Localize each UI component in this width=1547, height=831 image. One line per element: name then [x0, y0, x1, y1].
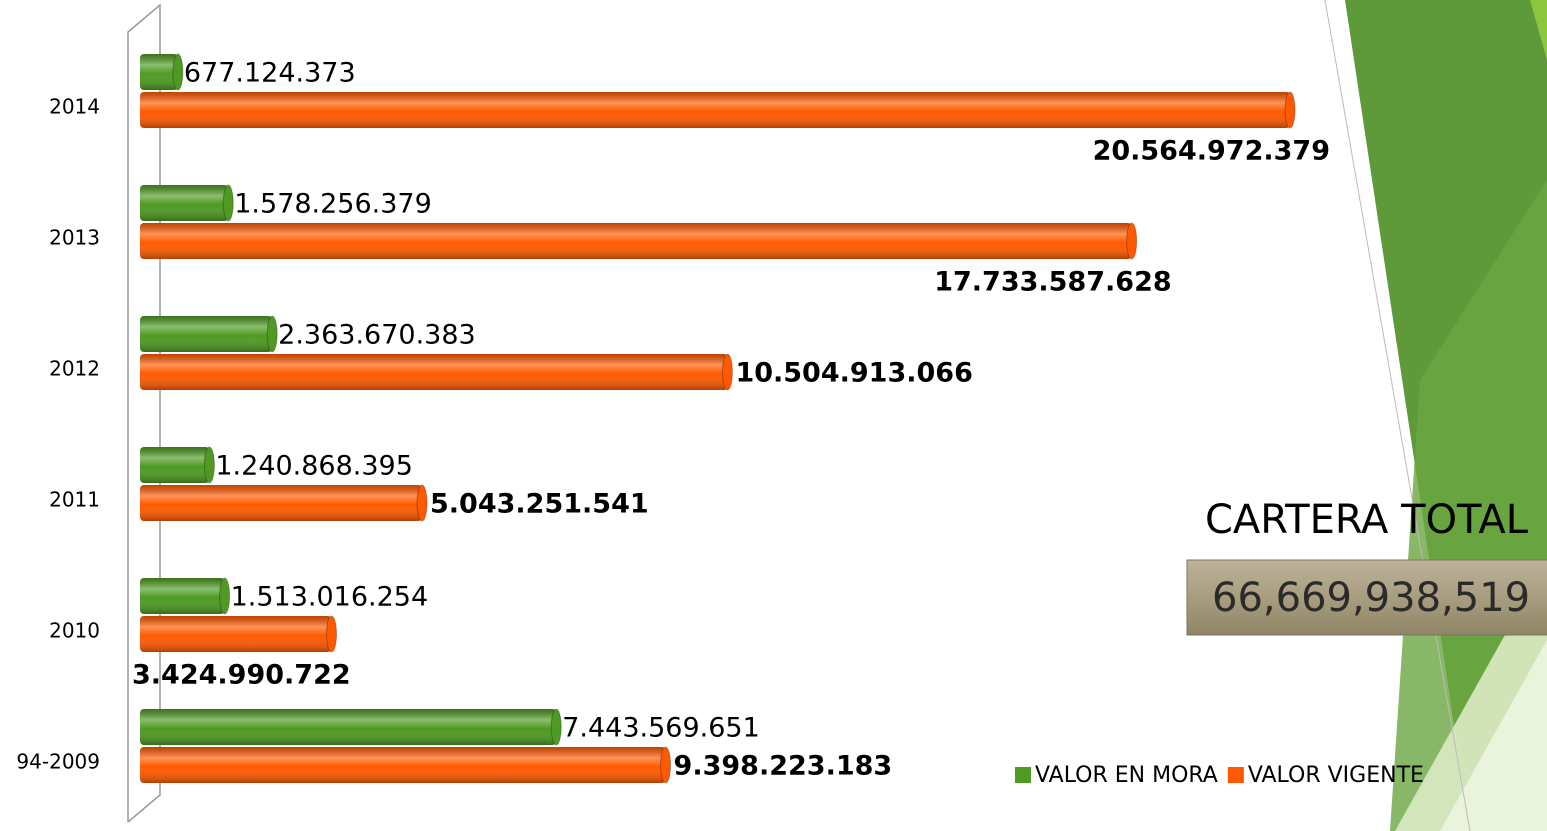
category-label: 2011: [49, 488, 100, 512]
value-label: 1.513.016.254: [231, 582, 429, 613]
value-label: 7.443.569.651: [562, 713, 760, 744]
bar-cap: [203, 446, 215, 484]
value-label: 9.398.223.183: [674, 751, 893, 782]
total-title: CARTERA TOTAL: [1205, 497, 1529, 543]
bar-cap: [721, 353, 733, 391]
category-label: 2014: [49, 95, 100, 119]
value-label: 20.564.972.379: [1093, 136, 1330, 167]
legend-swatch: [1015, 767, 1031, 783]
axis-wall: [127, 3, 161, 823]
bar-cap: [416, 484, 428, 522]
bar-shine: [140, 747, 666, 783]
total-value: 66,669,938,519: [1212, 575, 1530, 621]
category-label: 2013: [49, 226, 100, 250]
bar-shine: [140, 485, 423, 521]
legend-label: VALOR VIGENTE: [1248, 763, 1424, 788]
value-label: 677.124.373: [184, 58, 356, 89]
value-label: 17.733.587.628: [934, 267, 1171, 298]
value-label: 10.504.913.066: [735, 358, 972, 389]
value-label: 1.240.868.395: [215, 451, 413, 482]
bar-shine: [140, 616, 332, 652]
value-label: 5.043.251.541: [430, 489, 649, 520]
category-label: 2010: [49, 619, 100, 643]
bar-shine: [140, 54, 178, 90]
bar-cap: [266, 315, 278, 353]
legend-label: VALOR EN MORA: [1035, 763, 1218, 788]
bar-cap: [172, 53, 184, 91]
bar-shine: [140, 92, 1290, 128]
bar-cap: [1126, 222, 1138, 260]
decoration: [1324, 0, 1547, 831]
bar-cap: [222, 184, 234, 222]
bar-shine: [140, 223, 1132, 259]
bar-cap: [660, 746, 672, 784]
value-label: 3.424.990.722: [132, 660, 351, 691]
bar-cap: [550, 708, 562, 746]
category-label: 2012: [49, 357, 100, 381]
bar-shine: [140, 447, 210, 483]
value-label: 2.363.670.383: [278, 320, 476, 351]
bar-shine: [140, 578, 225, 614]
bar-shine: [140, 316, 273, 352]
bar-cap: [1284, 91, 1296, 129]
category-label: 94-2009: [16, 750, 100, 774]
total-box: [1186, 559, 1547, 636]
legend-swatch: [1227, 767, 1244, 783]
bar-cap: [219, 577, 231, 615]
bar-shine: [140, 709, 557, 745]
bar-cap: [326, 615, 338, 653]
value-label: 1.578.256.379: [234, 189, 432, 220]
bar-shine: [140, 185, 229, 221]
bar-shine: [140, 354, 728, 390]
